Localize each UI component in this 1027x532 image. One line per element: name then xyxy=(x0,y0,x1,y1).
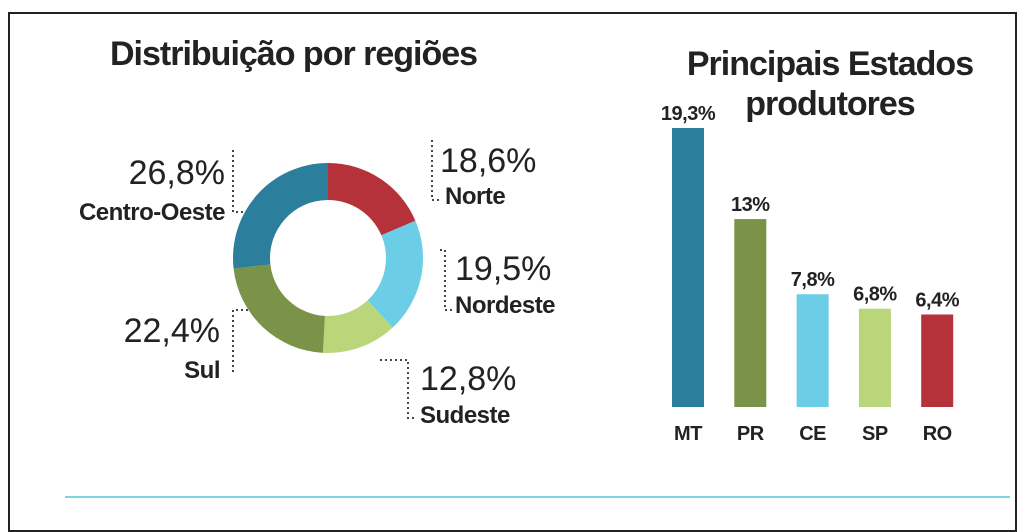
bar xyxy=(858,308,891,407)
x-tick-label: MT xyxy=(674,423,702,445)
value-label: 22,4% xyxy=(124,312,220,350)
x-tick-label: RO xyxy=(923,423,952,445)
leader xyxy=(440,249,452,311)
category-label: Norte xyxy=(445,183,505,210)
bar xyxy=(796,294,829,407)
category-label: Centro-Oeste xyxy=(79,199,225,226)
chart: 18,6% Norte 19,5% Nordeste 12,8% Sudeste 22,4%… xyxy=(65,103,1010,498)
donut-segment xyxy=(328,162,416,236)
value-label: 6,8% xyxy=(853,284,897,306)
value-label: 19,3% xyxy=(661,103,716,125)
x-tick-label: PR xyxy=(737,423,765,445)
category-label: Sudeste xyxy=(420,402,510,429)
chart-title: Distribuição por regiões xyxy=(110,35,478,73)
value-label: 7,8% xyxy=(791,269,835,291)
category-label: Nordeste xyxy=(455,292,555,319)
value-label: 19,5% xyxy=(455,250,551,288)
leader xyxy=(380,359,415,419)
value-label: 12,8% xyxy=(420,360,516,398)
value-label: 6,4% xyxy=(915,289,959,311)
donut-segment xyxy=(233,264,325,353)
bar xyxy=(672,128,704,407)
category-label: Sul xyxy=(184,357,220,384)
page: {"chart_data": [ {"type": "donut", "titl… xyxy=(8,12,1017,532)
donut-segment xyxy=(367,220,423,328)
donut-segment xyxy=(322,300,393,353)
donut-segment xyxy=(232,163,328,269)
chart-title: Principais Estados produtores xyxy=(686,45,974,123)
leader xyxy=(431,140,440,201)
bar xyxy=(921,314,954,407)
bar xyxy=(734,219,767,407)
x-tick-label: SP xyxy=(862,423,888,445)
leader xyxy=(232,150,250,213)
x-tick-label: CE xyxy=(799,423,826,445)
value-label: 26,8% xyxy=(129,154,225,192)
value-label: 13% xyxy=(731,194,770,216)
value-label: 18,6% xyxy=(440,142,536,180)
